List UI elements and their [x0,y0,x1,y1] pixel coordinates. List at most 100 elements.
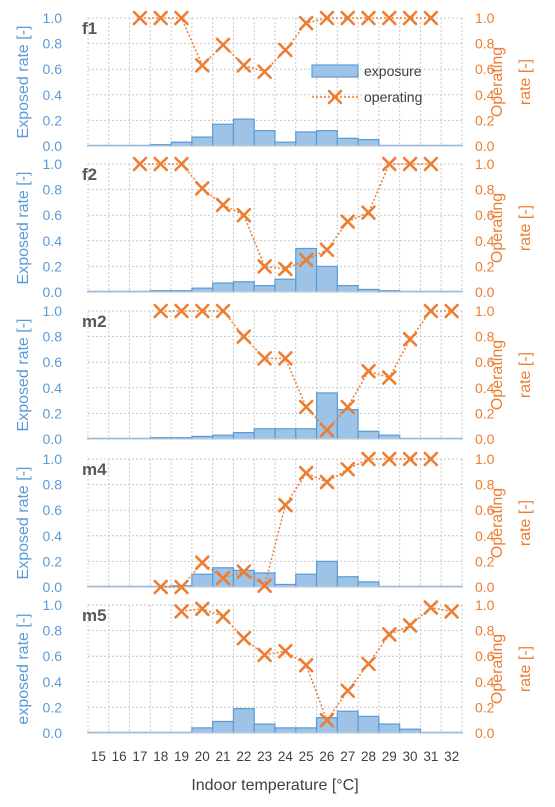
x-tick-label: 20 [195,749,210,764]
x-tick-label: 23 [257,749,272,764]
operating-point [423,600,439,615]
y-tick-label-left: 1.0 [43,597,63,613]
exposure-bar [212,434,235,440]
exposure-bar [253,428,276,440]
operating-point [236,207,252,223]
operating-point [319,422,335,438]
operating-point [278,643,293,659]
y-tick-label-right: 0.8 [475,477,495,493]
y-tick-label-left: 0.0 [43,725,63,741]
operating-point [257,578,272,594]
x-tick-label: 19 [174,749,189,764]
panel-label: f2 [82,165,97,184]
y-tick-label-right: 1.0 [475,451,495,467]
exposure-bar [336,408,359,440]
y-axis-title-right: Operating [489,47,506,117]
operating-series-line [139,163,431,270]
operating-point [215,37,231,53]
operating-point [381,451,397,467]
exposure-bar [191,727,214,734]
legend-operating-marker [327,89,343,105]
operating-point [340,214,356,229]
operating-point [402,618,418,633]
y-tick-label-right: 0.6 [475,354,495,370]
x-tick-label: 24 [278,749,294,764]
exposure-bar [274,727,297,734]
exposure-bar [295,131,318,147]
operating-point [174,579,189,595]
y-tick-label-left: 0.6 [43,648,63,664]
y-tick-label-right: 0.6 [475,648,495,664]
operating-point [132,156,148,172]
y-tick-label-right: 0.8 [475,623,495,639]
y-tick-label-right: 0.2 [475,699,495,715]
y-axis-title-left: Exposed rate [-] [15,319,32,432]
panel-label: m4 [82,460,107,479]
x-tick-label: 18 [153,749,168,764]
exposure-bar [336,710,359,734]
y-tick-label-left: 0.0 [43,579,63,595]
operating-point [215,303,231,319]
operating-point [340,461,356,477]
exposure-bar [191,573,214,588]
y-tick-label-right: 0.2 [475,112,495,128]
operating-point [423,10,439,26]
operating-point [361,205,376,220]
operating-point [153,156,169,172]
exposure-bar [295,247,318,293]
y-tick-label-right: 0.2 [475,258,495,274]
operating-point [278,497,293,513]
operating-point [381,156,397,172]
operating-point [174,156,189,172]
operating-point [402,451,418,467]
operating-point [298,657,314,673]
x-tick-label: 21 [216,749,231,764]
operating-point [278,261,293,277]
operating-point [298,465,314,481]
legend-exposure-swatch [311,64,359,78]
x-tick-label: 28 [361,749,376,764]
y-tick-label-right: 0.6 [475,61,495,77]
y-axis-title-left: Exposed rate [-] [15,172,32,285]
x-tick-label: 15 [91,749,106,764]
exposure-bar [191,287,214,293]
operating-point [402,156,418,172]
operating-point [402,331,418,347]
y-tick-label-left: 0.2 [43,699,63,715]
x-tick-label: 32 [444,749,459,764]
operating-point [423,303,439,319]
operating-point [236,630,252,646]
exposure-bar [315,265,338,293]
x-tick-label: 22 [236,749,251,764]
y-tick-label-right: 0.6 [475,207,495,223]
y-tick-label-left: 0.0 [43,431,63,447]
y-axis-title-right: rate [-] [517,352,534,398]
x-tick-label: 30 [403,749,418,764]
operating-point [319,712,335,728]
operating-point [319,10,335,26]
operating-point [444,303,459,319]
y-tick-label-left: 0.4 [43,87,63,103]
y-tick-label-right: 0.2 [475,405,495,421]
operating-point [236,58,252,73]
exposure-bar [357,430,380,440]
y-tick-label-right: 0.0 [475,431,495,447]
exposure-bar [253,723,276,734]
exposure-bar [378,723,401,734]
panel-label: m2 [82,312,107,331]
y-tick-label-left: 0.8 [43,623,63,639]
exposure-bar [336,576,359,588]
legend-operating-label: operating [364,89,422,105]
y-axis-title-right: rate [-] [517,500,534,546]
operating-point [153,303,169,319]
y-tick-label-left: 1.0 [43,10,63,26]
operating-point [298,252,314,268]
exposure-bar [315,392,338,440]
operating-point [402,10,418,26]
operating-point [174,604,189,619]
exposure-bar [336,285,359,293]
exposure-bar [212,720,235,734]
y-tick-label-right: 0.4 [475,380,495,396]
y-tick-label-left: 0.2 [43,258,63,274]
